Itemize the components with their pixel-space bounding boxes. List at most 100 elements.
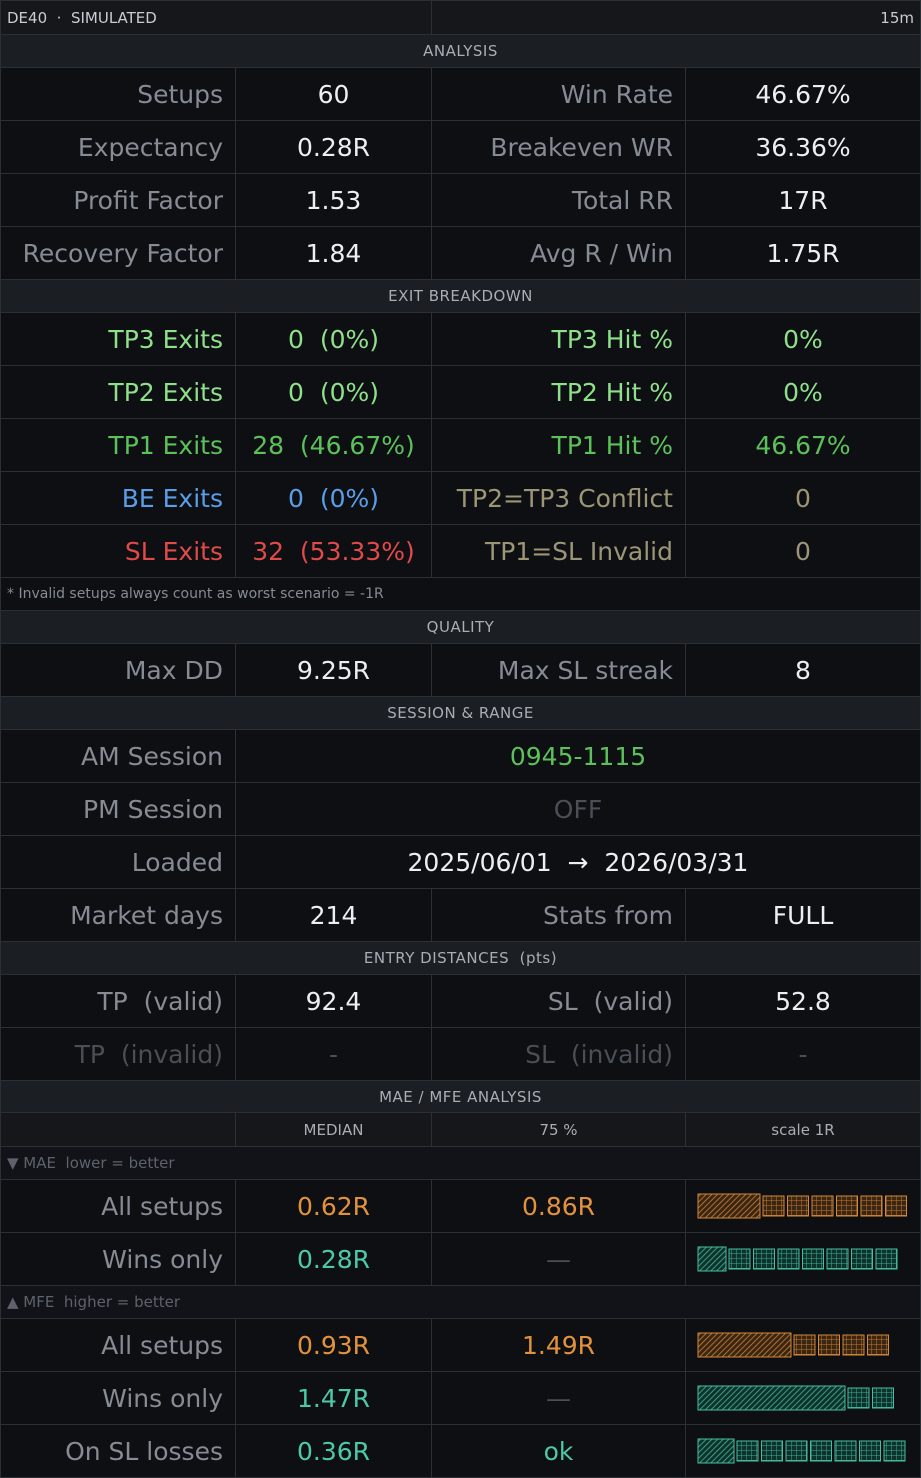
bar-cell-square	[802, 1248, 824, 1270]
column-header: MEDIAN	[236, 1113, 432, 1147]
value: 8	[686, 644, 920, 697]
bar-cell-square	[762, 1195, 785, 1217]
label: Wins only	[1, 1372, 236, 1425]
note: * Invalid setups always count as worst s…	[1, 578, 920, 611]
value: 17R	[686, 174, 920, 227]
header-title: DE40 · SIMULATED	[1, 1, 432, 35]
label: Market days	[1, 889, 236, 942]
bar-cell-square	[777, 1248, 800, 1270]
value: 0	[686, 525, 920, 578]
value: 1.75R	[686, 227, 920, 280]
bar-cell-square	[883, 1440, 906, 1462]
value: 32 (53.33%)	[236, 525, 432, 578]
bar-cell-square	[787, 1195, 809, 1217]
bar	[697, 1193, 907, 1219]
label: Max SL streak	[432, 644, 686, 697]
bar-cell-square	[753, 1248, 775, 1270]
value: 2025/06/01 → 2026/03/31	[236, 836, 920, 889]
group-label: ▼ MAE lower = better	[1, 1147, 920, 1180]
value: 92.4	[236, 975, 432, 1028]
value: FULL	[686, 889, 920, 942]
label: TP2=TP3 Conflict	[432, 472, 686, 525]
bar	[697, 1332, 889, 1358]
label: Total RR	[432, 174, 686, 227]
label: SL Exits	[1, 525, 236, 578]
label: Profit Factor	[1, 174, 236, 227]
p75: ok	[432, 1425, 686, 1478]
group-label: ▲ MFE higher = better	[1, 1286, 920, 1319]
value: 0945-1115	[236, 730, 920, 783]
bar-cell	[686, 1233, 920, 1286]
section-header: SESSION & RANGE	[1, 697, 920, 730]
median: 0.93R	[236, 1319, 432, 1372]
value: 9.25R	[236, 644, 432, 697]
bar-cell-square	[859, 1440, 881, 1462]
column-header: 75 %	[432, 1113, 686, 1147]
label: TP2 Exits	[1, 366, 236, 419]
median: 1.47R	[236, 1372, 432, 1425]
label: TP3 Hit %	[432, 313, 686, 366]
bar-cell-square	[851, 1248, 873, 1270]
label: TP (invalid)	[1, 1028, 236, 1081]
bar-cell-square	[860, 1195, 883, 1217]
label: Max DD	[1, 644, 236, 697]
median: 0.62R	[236, 1180, 432, 1233]
bar-cell-square	[728, 1248, 751, 1270]
header-timeframe: 15m	[432, 1, 920, 35]
bar	[697, 1438, 906, 1464]
value: 0	[686, 472, 920, 525]
bar-cell-square	[793, 1334, 816, 1356]
section-header: QUALITY	[1, 611, 920, 644]
label: Loaded	[1, 836, 236, 889]
bar-cell-square	[811, 1195, 834, 1217]
bar-cell-square	[836, 1195, 858, 1217]
value: 52.8	[686, 975, 920, 1028]
label: Recovery Factor	[1, 227, 236, 280]
label: TP3 Exits	[1, 313, 236, 366]
value: 0 (0%)	[236, 313, 432, 366]
bar-cell-square	[761, 1440, 783, 1462]
label: TP1=SL Invalid	[432, 525, 686, 578]
value: 1.84	[236, 227, 432, 280]
bar-fill	[697, 1385, 846, 1411]
label: Wins only	[1, 1233, 236, 1286]
bar-cell-square	[885, 1195, 907, 1217]
label: TP (valid)	[1, 975, 236, 1028]
value: 46.67%	[686, 68, 920, 121]
median: 0.36R	[236, 1425, 432, 1478]
bar-cell-square	[826, 1248, 849, 1270]
label: Expectancy	[1, 121, 236, 174]
bar-cell-square	[872, 1387, 894, 1409]
p75: 0.86R	[432, 1180, 686, 1233]
p75: —	[432, 1372, 686, 1425]
value: -	[236, 1028, 432, 1081]
value: 36.36%	[686, 121, 920, 174]
bar-fill	[697, 1438, 735, 1464]
label: SL (invalid)	[432, 1028, 686, 1081]
median: 0.28R	[236, 1233, 432, 1286]
bar-cell-square	[842, 1334, 865, 1356]
value: 214	[236, 889, 432, 942]
bar-cell	[686, 1425, 920, 1478]
label: Avg R / Win	[432, 227, 686, 280]
label: BE Exits	[1, 472, 236, 525]
section-header: EXIT BREAKDOWN	[1, 280, 920, 313]
bar-cell-square	[785, 1440, 808, 1462]
label: All setups	[1, 1180, 236, 1233]
bar-fill	[697, 1246, 727, 1272]
bar-fill	[697, 1193, 761, 1219]
value: 46.67%	[686, 419, 920, 472]
bar	[697, 1385, 894, 1411]
bar-cell	[686, 1372, 920, 1425]
label: Stats from	[432, 889, 686, 942]
value: 0 (0%)	[236, 472, 432, 525]
blank	[1, 1113, 236, 1147]
label: PM Session	[1, 783, 236, 836]
label: TP1 Hit %	[432, 419, 686, 472]
column-header: scale 1R	[686, 1113, 920, 1147]
value: -	[686, 1028, 920, 1081]
label: AM Session	[1, 730, 236, 783]
bar-cell-square	[867, 1334, 889, 1356]
section-header: ENTRY DISTANCES (pts)	[1, 942, 920, 975]
